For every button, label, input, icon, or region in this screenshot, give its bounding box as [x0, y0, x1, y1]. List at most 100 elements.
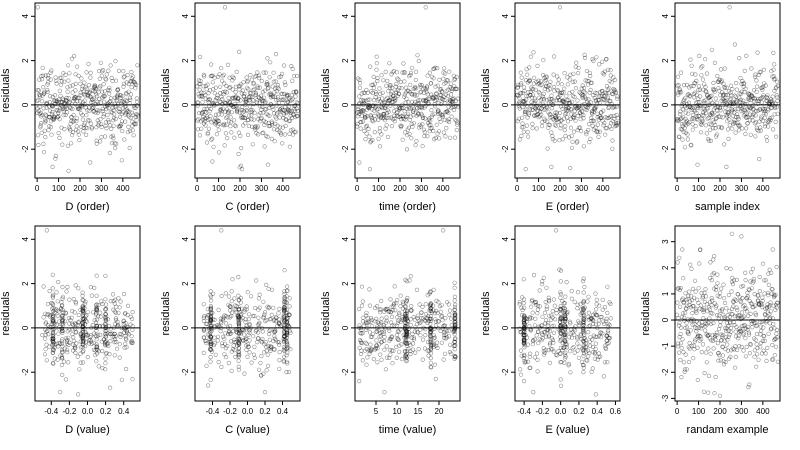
- residual-point: [606, 90, 611, 96]
- residual-point: [539, 123, 545, 129]
- residual-point: [80, 339, 85, 344]
- residual-point: [384, 123, 389, 128]
- residual-point: [122, 311, 128, 316]
- residual-point: [714, 100, 719, 105]
- residual-point: [67, 321, 72, 326]
- residual-point: [49, 336, 54, 342]
- residual-point: [518, 372, 524, 377]
- residual-point: [73, 329, 79, 335]
- residual-point: [262, 107, 268, 112]
- residual-point: [249, 77, 254, 82]
- residual-point: [772, 88, 777, 93]
- residual-point: [770, 94, 775, 99]
- x-tick-label: 0: [675, 407, 680, 416]
- residual-point: [575, 70, 581, 76]
- residual-point: [50, 104, 55, 109]
- residual-point: [245, 85, 250, 90]
- residual-point: [48, 119, 54, 124]
- residual-point: [97, 324, 102, 329]
- residual-point: [445, 109, 450, 114]
- residual-point: [710, 112, 715, 117]
- residual-point: [382, 115, 387, 121]
- residual-point: [116, 324, 121, 329]
- residual-point: [587, 90, 592, 95]
- y-axis-label: residuals: [480, 68, 492, 113]
- residual-point: [44, 329, 49, 334]
- x-tick-label: 300: [735, 407, 749, 416]
- residual-point: [737, 103, 743, 109]
- residual-point: [547, 82, 552, 87]
- residual-point: [243, 102, 248, 107]
- residual-point: [388, 83, 393, 88]
- residual-point: [452, 298, 457, 303]
- residual-point: [357, 85, 363, 90]
- residual-point: [208, 106, 213, 111]
- residual-point: [246, 95, 251, 100]
- residual-point: [455, 122, 460, 127]
- residual-point: [94, 92, 99, 97]
- residual-point: [66, 316, 71, 321]
- residual-point: [103, 325, 109, 331]
- residual-point: [373, 103, 378, 108]
- residual-point: [600, 297, 605, 302]
- residual-point: [203, 92, 208, 98]
- residual-point: [376, 114, 382, 119]
- residual-point: [364, 362, 369, 367]
- residual-point: [219, 94, 224, 100]
- residual-point: [72, 310, 77, 315]
- residual-point: [562, 112, 568, 117]
- residual-point: [526, 89, 531, 95]
- residual-point: [720, 102, 725, 107]
- residual-point: [681, 82, 687, 88]
- residual-point: [254, 131, 259, 136]
- residual-point: [385, 95, 390, 100]
- residual-point: [591, 118, 597, 124]
- residual-point: [202, 109, 207, 114]
- residual-point: [756, 96, 761, 102]
- residual-point: [557, 116, 562, 121]
- residual-point: [536, 89, 541, 95]
- residual-point: [116, 109, 121, 114]
- residual-point: [712, 102, 717, 107]
- residual-point: [757, 156, 762, 162]
- residual-point: [113, 78, 119, 83]
- residual-point: [236, 275, 241, 280]
- residual-point: [517, 101, 523, 106]
- residual-point: [394, 110, 399, 116]
- residual-point: [543, 79, 548, 84]
- residual-point: [744, 106, 750, 111]
- residual-point: [729, 107, 734, 112]
- residual-point: [416, 98, 421, 103]
- residual-point: [593, 392, 598, 397]
- residual-point: [118, 123, 123, 129]
- residual-point: [208, 298, 214, 303]
- residual-point: [534, 126, 539, 131]
- residual-point: [767, 102, 773, 107]
- residual-point: [577, 90, 582, 95]
- residual-point: [108, 63, 113, 68]
- residual-point: [221, 90, 226, 95]
- residual-point: [110, 292, 116, 297]
- residual-point: [604, 126, 609, 131]
- residual-point: [69, 118, 74, 124]
- residual-point: [401, 61, 406, 66]
- residual-point: [695, 345, 700, 350]
- residual-point: [719, 78, 724, 83]
- residual-point: [518, 91, 524, 96]
- residual-point: [712, 89, 717, 94]
- residual-point: [450, 99, 455, 105]
- residual-point: [675, 300, 680, 305]
- x-tick-label: -0.4: [206, 407, 220, 416]
- residual-point: [61, 310, 66, 315]
- plot-frame: [34, 2, 141, 179]
- residual-point: [83, 333, 89, 338]
- residual-point: [233, 95, 238, 100]
- residual-point: [199, 93, 204, 98]
- residual-point: [105, 341, 110, 346]
- residual-point: [602, 69, 607, 74]
- residual-point: [771, 50, 776, 56]
- residual-point: [377, 113, 382, 118]
- residual-point: [67, 71, 72, 76]
- residual-point: [711, 320, 716, 326]
- residual-point: [91, 347, 96, 353]
